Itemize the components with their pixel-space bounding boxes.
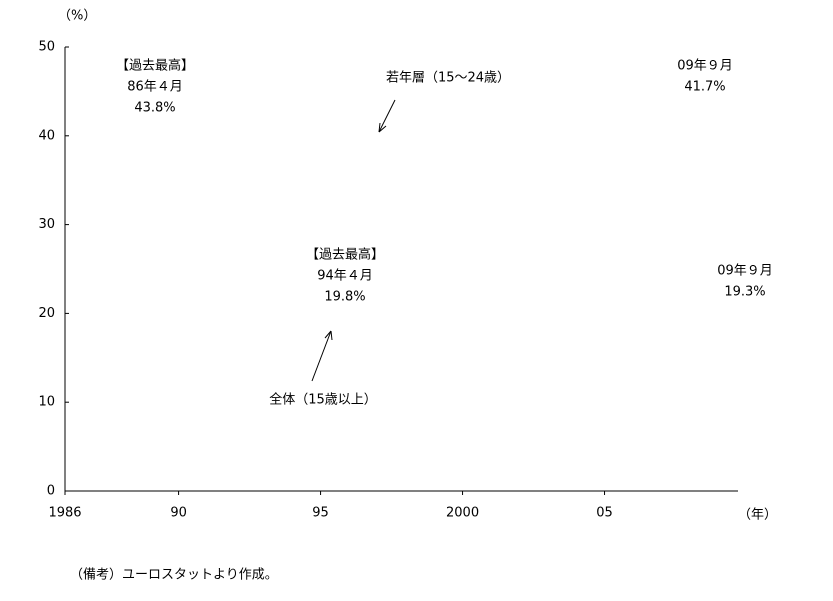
annotation: 86年４月 bbox=[127, 80, 183, 95]
arrow-head bbox=[378, 122, 387, 133]
annotation: 【過去最高】 bbox=[116, 58, 194, 74]
y-tick-label: 40 bbox=[38, 128, 55, 143]
annotation: 94年４月 bbox=[317, 269, 373, 284]
arrow bbox=[311, 330, 332, 382]
annotation: 09年９月 bbox=[717, 264, 773, 279]
x-tick-label: 1986 bbox=[48, 506, 81, 521]
x-axis-unit: （年） bbox=[738, 508, 777, 523]
annotation: 19.3% bbox=[724, 285, 765, 300]
series-label: 全体（15歳以上） bbox=[269, 392, 377, 408]
y-tick-label: 50 bbox=[38, 40, 55, 55]
x-tick-label: 05 bbox=[596, 506, 613, 521]
y-tick-label: 20 bbox=[38, 306, 55, 321]
y-axis-label: （%） bbox=[58, 9, 96, 24]
y-tick-label: 10 bbox=[38, 395, 55, 410]
arrow-head bbox=[324, 330, 333, 341]
series-label: 若年層（15～24歳） bbox=[386, 70, 510, 86]
annotation: 09年９月 bbox=[677, 59, 733, 74]
y-tick-label: 0 bbox=[47, 484, 55, 499]
annotation: 41.7% bbox=[684, 80, 725, 95]
annotation: 19.8% bbox=[324, 290, 365, 305]
x-tick-label: 95 bbox=[312, 506, 329, 521]
x-tick-label: 90 bbox=[170, 506, 187, 521]
arrow bbox=[378, 99, 396, 133]
y-tick-label: 30 bbox=[38, 217, 55, 232]
annotation: 【過去最高】 bbox=[306, 247, 384, 263]
source-note: （備考）ユーロスタットより作成。 bbox=[70, 567, 278, 583]
annotation: 43.8% bbox=[134, 101, 175, 116]
x-tick-label: 2000 bbox=[446, 506, 479, 521]
